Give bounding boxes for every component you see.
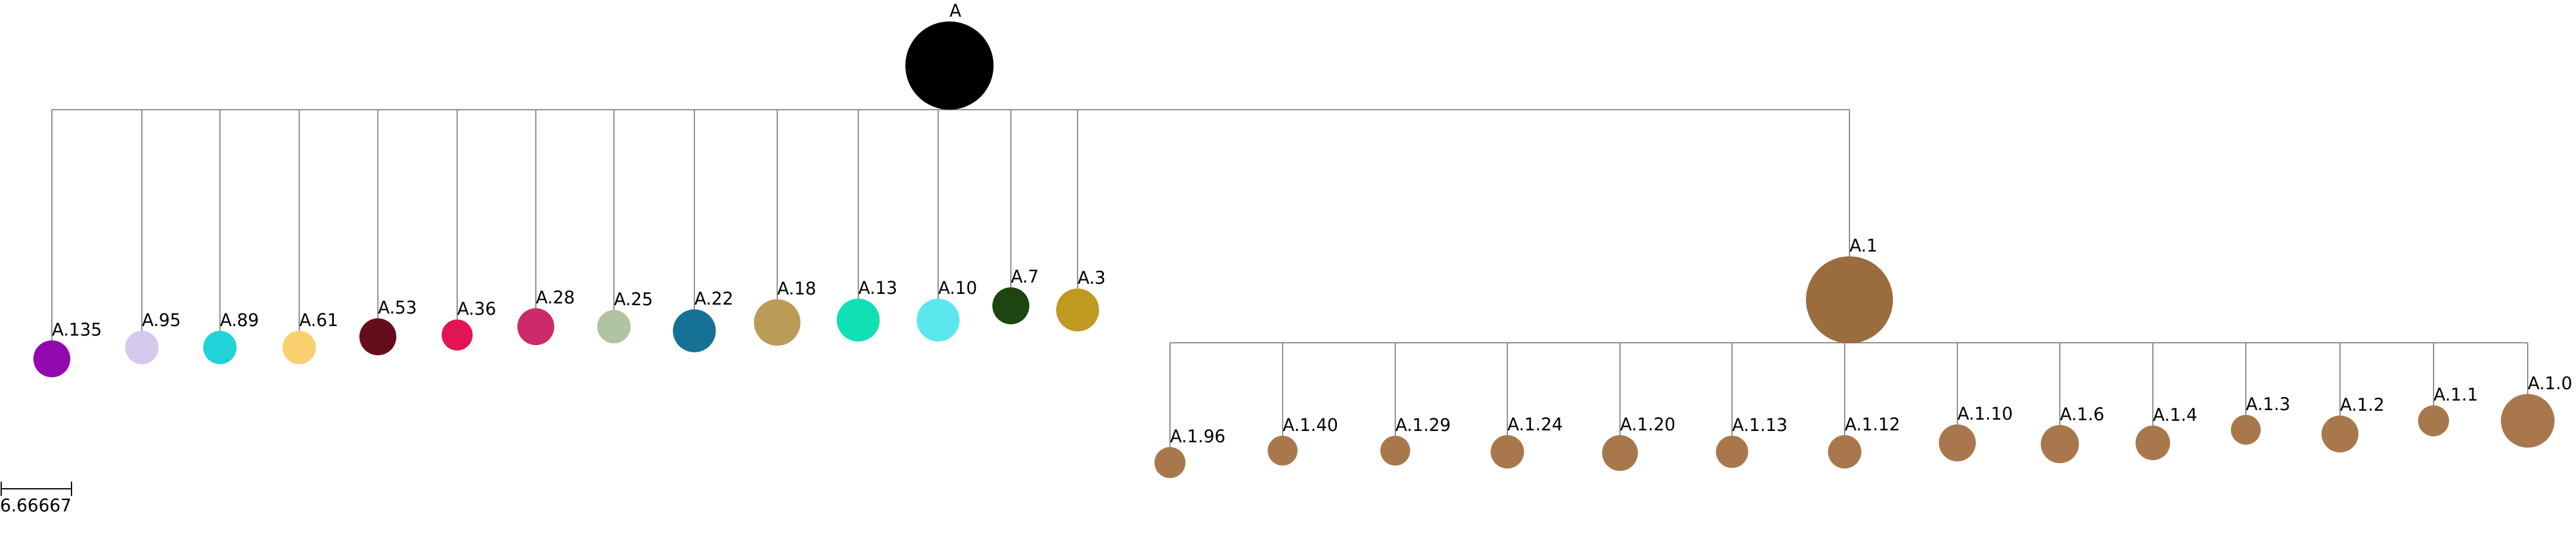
node-a-95[interactable] xyxy=(125,331,159,364)
node-a-10[interactable] xyxy=(917,299,960,342)
node-a-1[interactable] xyxy=(1806,256,1893,343)
node-label-a-1-12: A.1.12 xyxy=(1845,414,1900,435)
node-label-a-1-96: A.1.96 xyxy=(1170,426,1225,446)
node-a-1-24[interactable] xyxy=(1491,435,1524,469)
node-a-135[interactable] xyxy=(33,340,70,377)
node-label-a-28: A.28 xyxy=(536,287,575,308)
node-label-a-1-10: A.1.10 xyxy=(1957,404,2013,424)
node-label-a-1-6: A.1.6 xyxy=(2060,404,2105,424)
node-a-1-0[interactable] xyxy=(2501,394,2555,448)
node-label-a-1-1: A.1.1 xyxy=(2434,384,2478,405)
node-a-13[interactable] xyxy=(837,299,880,342)
node-a-1-2[interactable] xyxy=(2321,415,2358,452)
node-label-a-1-24: A.1.24 xyxy=(1507,414,1563,435)
node-label-a-1-3: A.1.3 xyxy=(2246,394,2291,414)
scale-bar: 6.66667 xyxy=(0,482,72,516)
node-label-a-10: A.10 xyxy=(938,278,977,298)
node-label-a-1-2: A.1.2 xyxy=(2340,395,2385,415)
tree-nodes: A A.135 A.95 A.89 A.61 A.53 A.36 A.28 A.25 A.22 A.… xyxy=(33,1,2572,478)
node-a-1-10[interactable] xyxy=(1939,424,1976,461)
node-label-a-1-4: A.1.4 xyxy=(2153,405,2198,425)
node-a-1-12[interactable] xyxy=(1828,435,1861,469)
node-a-53[interactable] xyxy=(359,318,396,355)
scale-bar-label: 6.66667 xyxy=(0,495,72,516)
node-a-28[interactable] xyxy=(517,308,554,345)
node-label-a-1-29: A.1.29 xyxy=(1395,415,1451,435)
node-a-1-4[interactable] xyxy=(2136,426,2170,460)
node-a-22[interactable] xyxy=(673,309,716,352)
node-label-a-89: A.89 xyxy=(220,310,259,330)
node-a-1-13[interactable] xyxy=(1716,436,1748,468)
node-a-1-96[interactable] xyxy=(1154,447,1185,478)
node-label-a: A xyxy=(949,1,961,21)
node-label-a-3: A.3 xyxy=(1078,268,1106,288)
node-label-a-1-20: A.1.20 xyxy=(1620,414,1675,435)
node-label-a-13: A.13 xyxy=(858,278,897,298)
node-a-1-29[interactable] xyxy=(1380,436,1410,466)
node-a-89[interactable] xyxy=(203,331,237,364)
node-a[interactable] xyxy=(905,21,994,110)
node-a-1-6[interactable] xyxy=(2041,425,2079,463)
node-label-a-1: A.1 xyxy=(1849,235,1877,256)
node-label-a-1-40: A.1.40 xyxy=(1283,415,1338,435)
node-a-36[interactable] xyxy=(442,320,473,351)
node-label-a-22: A.22 xyxy=(694,289,733,309)
node-a-25[interactable] xyxy=(597,310,631,343)
node-label-a-61: A.61 xyxy=(299,310,338,330)
node-label-a-25: A.25 xyxy=(614,289,653,309)
node-a-7[interactable] xyxy=(992,287,1029,324)
node-a-1-20[interactable] xyxy=(1602,435,1638,471)
node-label-a-135: A.135 xyxy=(52,320,102,340)
node-a-61[interactable] xyxy=(283,331,316,364)
node-label-a-7: A.7 xyxy=(1011,266,1039,287)
node-label-a-1-13: A.1.13 xyxy=(1732,415,1787,435)
node-label-a-53: A.53 xyxy=(378,297,417,318)
node-label-a-18: A.18 xyxy=(777,278,816,299)
node-label-a-95: A.95 xyxy=(142,310,181,330)
node-label-a-1-0: A.1.0 xyxy=(2528,373,2572,393)
node-a-18[interactable] xyxy=(754,299,800,346)
node-a-1-40[interactable] xyxy=(1268,436,1298,466)
node-a-1-1[interactable] xyxy=(2418,405,2449,436)
node-a-3[interactable] xyxy=(1056,289,1099,331)
tree-edges xyxy=(51,66,2528,447)
node-a-1-3[interactable] xyxy=(2231,415,2261,445)
node-label-a-36: A.36 xyxy=(457,299,496,319)
